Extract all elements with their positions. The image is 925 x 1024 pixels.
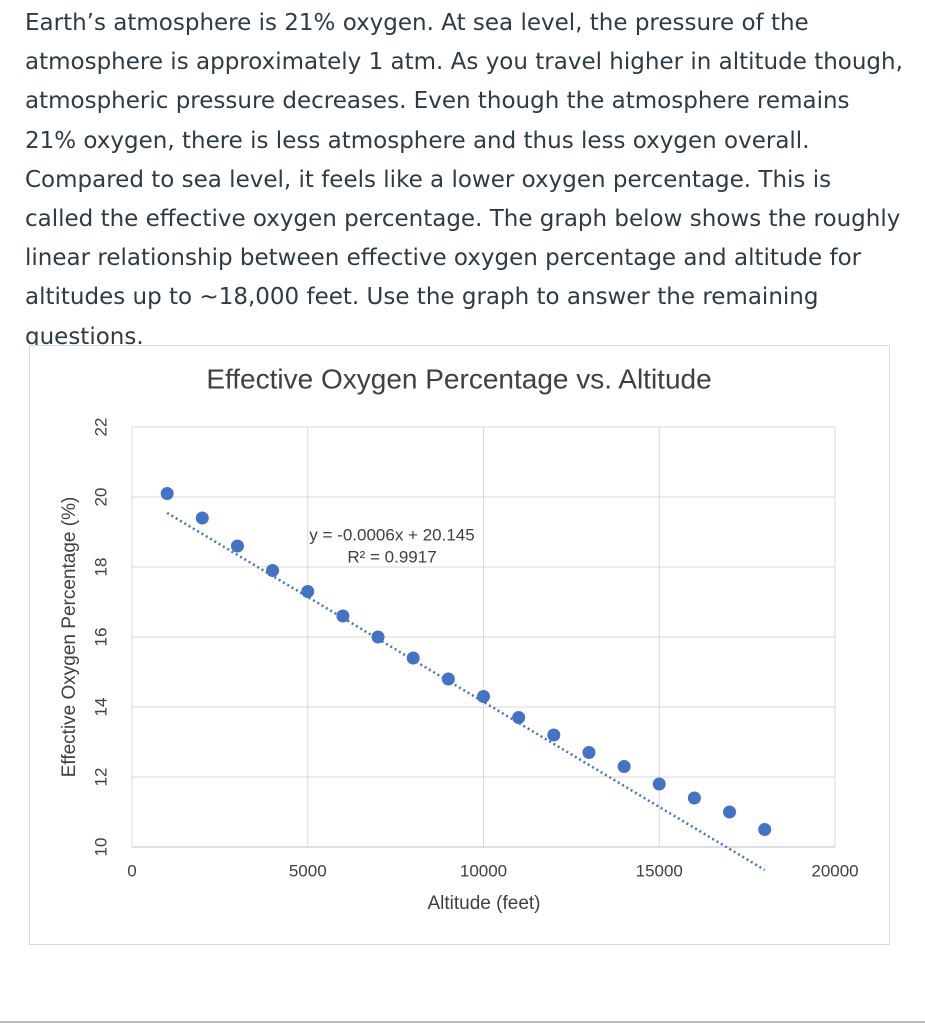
- x-tick-label: 20000: [811, 861, 858, 880]
- data-point: [266, 564, 280, 577]
- data-point: [441, 672, 455, 686]
- y-tick-label: 10: [91, 838, 110, 857]
- data-point: [723, 805, 737, 819]
- y-tick-label: 16: [91, 628, 110, 647]
- data-point: [477, 690, 490, 703]
- data-point: [160, 487, 174, 500]
- data-point: [758, 823, 772, 836]
- y-tick-label: 18: [91, 558, 110, 577]
- data-point: [547, 728, 561, 742]
- chart-title: Effective Oxygen Percentage vs. Altitude: [206, 363, 711, 394]
- trendline-r2: R² = 0.9917: [347, 547, 436, 566]
- chart-frame: [29, 345, 890, 945]
- x-tick-label: 10000: [460, 861, 507, 880]
- data-point: [617, 760, 631, 773]
- data-point: [687, 791, 701, 805]
- x-tick-label: 0: [127, 861, 136, 880]
- y-axis-title: Effective Oxygen Percentage (%): [59, 497, 80, 778]
- separator: [0, 1021, 925, 1023]
- data-point: [195, 511, 209, 525]
- y-tick-label: 20: [91, 488, 110, 507]
- x-tick-label: 15000: [636, 861, 683, 880]
- data-point: [230, 539, 244, 553]
- y-tick-label: 22: [91, 418, 110, 437]
- data-point: [371, 630, 385, 644]
- data-point: [406, 651, 420, 665]
- x-axis-title: Altitude (feet): [428, 893, 541, 914]
- trendline-equation: y = -0.0006x + 20.145: [309, 525, 474, 544]
- y-tick-label: 14: [91, 698, 110, 717]
- x-tick-label: 5000: [289, 861, 327, 880]
- question-text: Earth’s atmosphere is 21% oxygen. At sea…: [25, 10, 903, 350]
- data-point: [336, 609, 350, 623]
- data-point: [652, 777, 666, 791]
- data-point: [582, 746, 596, 759]
- data-point: [301, 585, 315, 598]
- y-tick-label: 12: [91, 768, 110, 787]
- data-point: [512, 711, 526, 724]
